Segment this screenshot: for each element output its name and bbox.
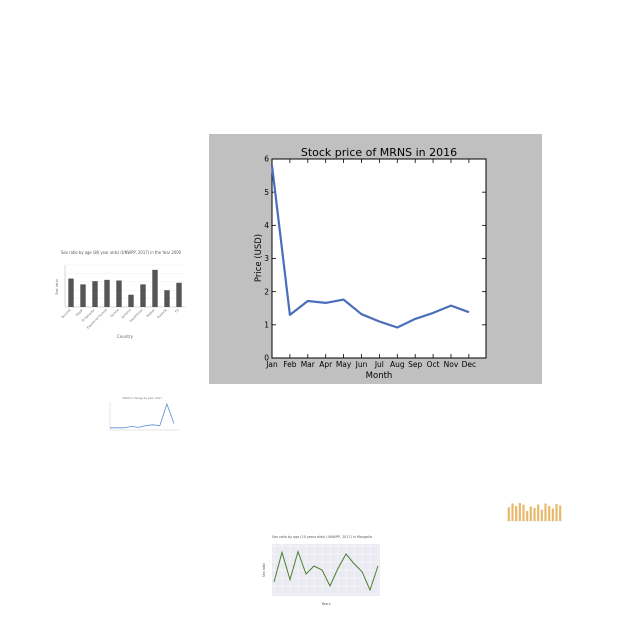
thumb-line2-series — [273, 549, 379, 592]
y-tick-label: 4 — [264, 221, 269, 230]
y-tick-label: 6 — [264, 155, 269, 164]
x-tick-label: Feb — [283, 360, 297, 369]
thumb-line2-xlabel: Years — [322, 602, 331, 606]
x-tick-label: Jan — [265, 360, 278, 369]
thumb-bar — [176, 282, 182, 307]
thumb-line1-title: Inflation change by year, 2017 — [122, 396, 162, 400]
thumb-bar2-bar — [511, 503, 514, 521]
thumb-bar — [152, 269, 158, 307]
y-tick-label: 1 — [264, 320, 269, 329]
x-tick-label: Jun — [355, 360, 368, 369]
thumb-bar — [68, 278, 74, 307]
thumbnail-green-line-chart: Sex ratio by age (10 years olds) (UNWPP,… — [262, 535, 380, 606]
chart-title: Stock price of MRNS in 2016 — [301, 146, 457, 159]
thumb-bar2-bar — [548, 506, 551, 521]
thumb-bar — [164, 290, 170, 307]
thumb-bar2-bar — [507, 507, 510, 521]
x-tick-label: Mar — [301, 360, 316, 369]
thumb-bar2-bar — [555, 504, 558, 521]
y-tick-label: 2 — [264, 287, 269, 296]
thumb-bar2-bar — [515, 506, 518, 521]
x-tick-label: Apr — [319, 360, 333, 369]
x-tick-label: Jul — [374, 360, 384, 369]
thumbnail-orange-bar-chart — [506, 503, 562, 522]
x-tick-label: Aug — [390, 360, 405, 369]
x-tick-label: May — [336, 360, 352, 369]
thumb-bar — [128, 294, 134, 307]
thumb-bar-category: Egypt — [75, 307, 85, 317]
y-tick-label: 5 — [264, 188, 269, 197]
x-tick-label: Sep — [408, 360, 422, 369]
x-tick-label: Nov — [444, 360, 459, 369]
thumb-line1-series — [110, 402, 175, 429]
x-tick-label: Dec — [462, 360, 477, 369]
thumbnail-line-chart: Inflation change by year, 2017 — [109, 396, 180, 431]
thumb-bar — [104, 279, 110, 307]
y-axis-label: Price (USD) — [254, 234, 264, 282]
thumb-line2-ylabel: Sex ratio — [262, 563, 266, 577]
x-tick-label: Oct — [427, 360, 440, 369]
thumb-bar-category: Burundi — [61, 308, 72, 319]
thumb-bar2-bar — [551, 508, 554, 521]
y-tick-label: 0 — [264, 354, 269, 363]
price-series-line — [270, 165, 470, 329]
thumb-bar-ylabel: Sex ratio — [55, 279, 59, 295]
y-tick-label: 3 — [264, 254, 269, 263]
thumb-bar-category: Guinea — [109, 308, 119, 318]
thumb-bar-category: Jamaica — [120, 308, 132, 320]
thumb-bar2-bar — [533, 508, 536, 521]
thumb-bar-xlabel: Country — [117, 334, 134, 339]
main-chart: Stock price of MRNS in 2016 Month Price … — [209, 134, 542, 384]
thumb-bar — [92, 281, 98, 307]
thumb-bar — [80, 284, 86, 307]
thumb-bar2-bar — [544, 503, 547, 521]
thumb-bar2-bar — [540, 509, 543, 521]
x-axis-label: Month — [366, 371, 393, 381]
thumb-bar2-bar — [529, 506, 532, 521]
thumbnail-bar-chart: Sex ratio by age (80 year olds) (UNWPP, … — [55, 250, 185, 339]
thumb-bar2-bar — [537, 504, 540, 521]
thumb-bar — [140, 284, 146, 307]
thumb-bar-category: Rwanda — [156, 308, 167, 319]
thumb-bar2-bar — [518, 503, 521, 521]
thumb-bar2-bar — [526, 511, 529, 521]
thumb-line2-title: Sex ratio by age (10 years olds) (UNWPP,… — [272, 535, 372, 539]
thumb-bar2-bar — [522, 504, 525, 521]
thumb-bar — [116, 280, 122, 307]
plot-area — [271, 158, 487, 359]
thumb-bar-title: Sex ratio by age (80 year olds) (UNWPP, … — [61, 250, 181, 255]
thumb-bar-category: Malawi — [146, 308, 156, 318]
thumb-bar-category: Fiji — [174, 308, 180, 314]
thumb-bar2-bar — [559, 505, 562, 521]
